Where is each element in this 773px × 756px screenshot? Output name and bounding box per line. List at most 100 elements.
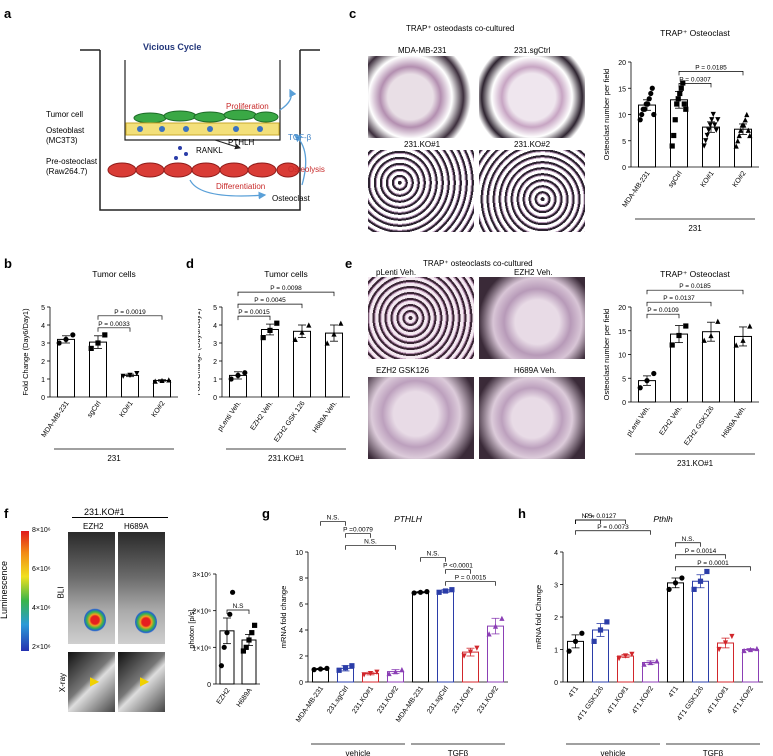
- panel-letter-g: g: [262, 506, 270, 521]
- data-point: [747, 646, 754, 653]
- x-tick-label: EZH2: [216, 687, 232, 706]
- x-tick-label: EZH2 GSK 126: [273, 400, 306, 444]
- y-axis-label: Osteoclast number per field: [602, 309, 611, 401]
- x-tick-label: KO#1: [700, 170, 716, 189]
- data-point: [740, 337, 746, 343]
- data-point: [701, 337, 707, 343]
- data-point: [672, 117, 678, 123]
- bar: [742, 649, 759, 683]
- pvalue-label: N.S.: [682, 536, 695, 543]
- data-point: [299, 329, 305, 335]
- data-point: [637, 385, 643, 391]
- pvalue-label: P = 0.0033: [98, 321, 130, 328]
- y-tick-label: 3: [41, 341, 45, 348]
- data-point: [639, 111, 645, 118]
- x-tick-label: 231.sgCtrl: [426, 685, 450, 716]
- y-tick-label: 15: [618, 86, 626, 93]
- group-label: TGFβ: [448, 749, 469, 756]
- data-point: [597, 627, 604, 633]
- data-point: [386, 670, 392, 677]
- group-label: 231.KO#1: [677, 459, 714, 468]
- data-point: [242, 370, 248, 376]
- data-point: [324, 340, 330, 346]
- pvalue-bracket: [678, 83, 712, 88]
- bli-image-h689a: [118, 532, 165, 644]
- data-point: [260, 335, 266, 341]
- pvalue-bracket: [97, 327, 131, 332]
- data-point: [646, 96, 652, 102]
- data-point: [230, 589, 236, 595]
- y-axis-label: photon [p/s]: [187, 609, 196, 648]
- data-point: [669, 143, 675, 149]
- chart-d: Tumor cells 0 1 2 3 4 5 Fold Change (Day6/Day1)…: [198, 269, 350, 463]
- data-point: [63, 336, 69, 342]
- data-point: [399, 667, 405, 673]
- f-group-label: 231.KO#1: [84, 507, 125, 517]
- y-tick-label: 10: [618, 353, 626, 360]
- pvalue-label: P = 0.0015: [455, 575, 487, 582]
- data-point: [486, 631, 492, 637]
- data-point: [324, 665, 330, 671]
- data-point: [499, 615, 505, 621]
- group-label: 231: [107, 454, 121, 463]
- x-tick-label: EZH2 Veh.: [658, 405, 683, 437]
- y-tick-label: 1: [554, 648, 558, 655]
- x-tick-label: pLenti Veh.: [626, 405, 652, 438]
- y-axis-label: Fold Change (Day6/Day1): [198, 308, 202, 396]
- data-point: [706, 127, 712, 133]
- data-point: [228, 376, 234, 382]
- y-tick-label: 5: [622, 376, 626, 383]
- data-point: [710, 111, 716, 118]
- data-point: [152, 378, 158, 384]
- label-differentiation: Differentiation: [216, 182, 266, 191]
- chart-title: TRAP⁺ Osteoclast: [660, 269, 730, 279]
- pvalue-label: P <0.0001: [443, 563, 473, 570]
- scale-2e6: 2×10⁶: [32, 644, 51, 651]
- x-tick-label: KO#2: [151, 400, 167, 419]
- bar: [57, 338, 75, 398]
- micrograph-label-mda: MDA-MB-231: [398, 46, 447, 55]
- chart-title: TRAP⁺ Osteoclast: [660, 28, 730, 38]
- data-point: [675, 96, 681, 102]
- data-point: [666, 586, 672, 592]
- micrograph-sgctrl: [479, 56, 585, 138]
- micrograph-ko2: [479, 150, 585, 232]
- panel-letter-h: h: [518, 506, 526, 521]
- data-point: [306, 322, 312, 328]
- data-point: [651, 111, 657, 118]
- data-point: [88, 345, 94, 351]
- micrograph-label-ko1: 231.KO#1: [404, 140, 441, 149]
- pvalue-bracket: [237, 303, 303, 309]
- data-point: [669, 342, 675, 348]
- bar: [617, 655, 634, 683]
- data-point: [735, 138, 741, 144]
- data-point: [361, 672, 367, 678]
- x-tick-label: 4T1.KO#1: [706, 685, 730, 715]
- label-osteoclast: Osteoclast: [272, 194, 310, 203]
- arrowhead-icon: ▶: [90, 674, 100, 688]
- data-point: [120, 373, 126, 379]
- data-point: [742, 117, 748, 123]
- data-point: [747, 132, 753, 139]
- x-tick-label: KO#2: [732, 170, 748, 189]
- bli-label: BLI: [56, 586, 66, 599]
- y-axis-label: mRNA fold change: [279, 586, 288, 649]
- data-point: [629, 651, 635, 657]
- data-point: [224, 630, 230, 636]
- pvalue-bracket: [445, 569, 471, 574]
- x-tick-label: 4T1: [567, 685, 580, 699]
- label-osteoblast: Osteoblast: [46, 126, 85, 135]
- data-point: [240, 648, 246, 654]
- data-point: [644, 378, 650, 384]
- x-tick-label: sgCtrl: [667, 170, 683, 189]
- chart-f: 0 1×10⁶ 2×10⁶ 3×10⁶ photon [p/s] EZH2 H689A N.S: [187, 572, 260, 709]
- data-point: [70, 332, 76, 338]
- data-point: [342, 665, 349, 671]
- data-point: [317, 666, 324, 672]
- y-axis-label: Fold Change (Day6/Day1): [21, 308, 30, 396]
- y-tick-label: 10: [295, 550, 303, 557]
- data-point: [424, 589, 430, 595]
- data-point: [243, 644, 249, 650]
- pvalue-label: P = 0.0307: [679, 76, 711, 83]
- y-tick-label: 0: [622, 165, 626, 172]
